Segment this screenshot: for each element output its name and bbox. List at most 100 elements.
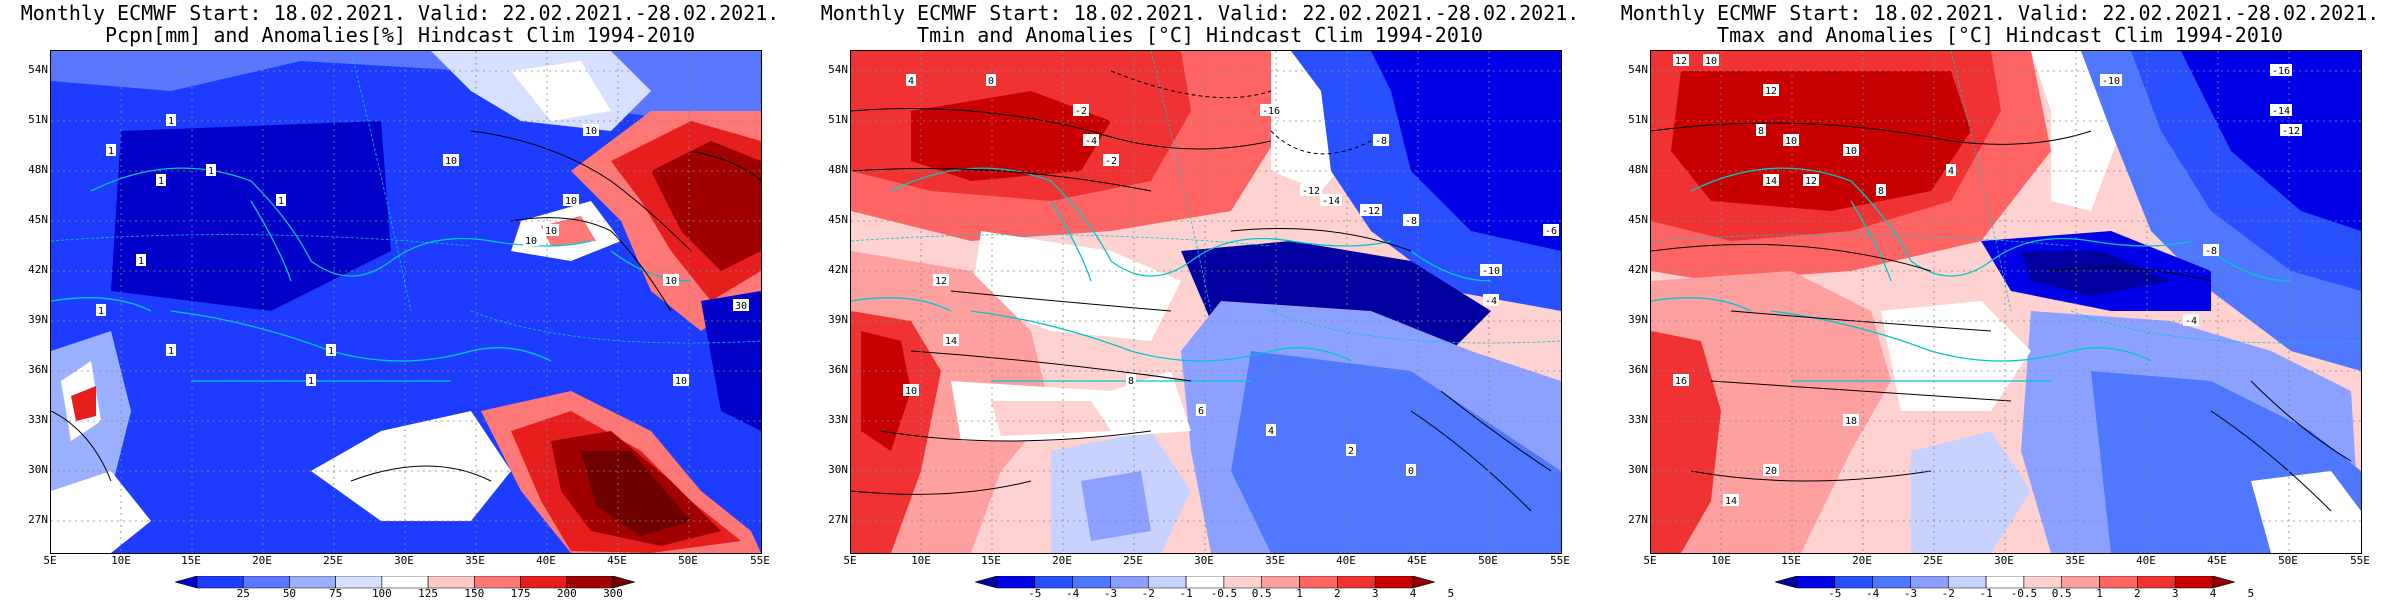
contour-value-label: 1 [208, 166, 214, 177]
contour-label-box [1373, 134, 1389, 146]
contour-label-box [1673, 374, 1689, 386]
contour-label-box [306, 374, 316, 386]
contour-value-label: 6 [1198, 406, 1204, 417]
latitude-tick-label: 54N [828, 63, 848, 76]
contour-label-box [733, 299, 749, 311]
contour-label-box [106, 144, 116, 156]
longitude-tick-label: 15E [181, 554, 201, 567]
colorbar-swatch [2099, 576, 2138, 589]
colorbar-tick-label: -0.5 [1210, 587, 1238, 600]
latitude-tick-label: 30N [828, 463, 848, 476]
colorbar-swatch [175, 576, 198, 589]
precipitation-map-panel: Monthly ECMWF Start: 18.02.2021. Valid: … [0, 0, 800, 600]
contour-label-box [663, 274, 679, 286]
colorbar-tick-label: 4 [2209, 587, 2217, 600]
contour-value-label: 10 [665, 276, 677, 287]
latitude-tick-label: 45N [28, 213, 48, 226]
latitude-tick-label: 51N [1628, 113, 1648, 126]
map-title-line1: Monthly ECMWF Start: 18.02.2021. Valid: … [20, 1, 780, 25]
contour-value-label: -4 [1485, 296, 1497, 307]
contour-label-box [1843, 144, 1859, 156]
colorbar-tick-label: -5 [1828, 587, 1842, 600]
colorbar-tick-label: 3 [1371, 587, 1379, 600]
latitude-tick-label: 54N [1628, 63, 1648, 76]
contour-value-label: 20 [1765, 466, 1777, 477]
colorbar-tick-label: 1 [2096, 587, 2103, 600]
colorbar-tick-label: -3 [1103, 587, 1118, 600]
tmin-colorbar [975, 576, 1435, 598]
contour-label-box [1703, 54, 1719, 66]
contour-label-box [2100, 74, 2122, 86]
map-title-line2: Tmax and Anomalies [°C] Hindcast Clim 19… [1717, 23, 2283, 47]
contour-value-label: 1 [168, 116, 174, 127]
contour-value-label: -4 [2185, 316, 2197, 327]
precipitation-map: 1 1 1 1 1 1 1 1 1 1 10 10 10 10 10 10 30 10 [50, 50, 762, 554]
longitude-tick-label: 15E [1781, 554, 1801, 567]
tmin-map-panel: Monthly ECMWF Start: 18.02.2021. Valid: … [800, 0, 1600, 600]
contour-value-label: 12 [1765, 86, 1777, 97]
longitude-tick-label: 30E [1994, 554, 2014, 567]
contour-value-label: -16 [2272, 66, 2290, 77]
contour-label-box [1403, 214, 1419, 226]
contour-label-box [1266, 424, 1276, 436]
longitude-tick-label: 20E [1052, 554, 1072, 567]
contour-value-label: 1 [168, 346, 174, 357]
longitude-tick-label: 50E [678, 554, 698, 567]
contour-label-box [1360, 204, 1382, 216]
longitude-tick-label: 50E [2278, 554, 2298, 567]
colorbar-swatch [2137, 576, 2176, 589]
latitude-tick-label: 42N [1628, 263, 1648, 276]
contour-label-box [1260, 104, 1282, 116]
contour-value-label: 10 [1785, 136, 1797, 147]
contour-value-label: -2 [1105, 156, 1117, 167]
contour-label-box [276, 194, 286, 206]
latitude-tick-label: 48N [28, 163, 48, 176]
contour-value-label: 30 [735, 301, 747, 312]
map-title-line1: Monthly ECMWF Start: 18.02.2021. Valid: … [820, 1, 1580, 25]
longitude-tick-label: 25E [323, 554, 343, 567]
contour-label-box [583, 124, 599, 136]
contour-label-box [673, 374, 689, 386]
colorbar-tick-label: -1 [1979, 587, 1993, 600]
longitude-tick-label: 5E [1643, 554, 1657, 567]
contour-value-label: 8 [1758, 126, 1764, 137]
contour-value-label: 14 [1765, 176, 1777, 187]
contour-value-label: 0 [1408, 466, 1414, 477]
contour-label-box [1723, 494, 1739, 506]
longitude-tick-label: 5E [843, 554, 857, 567]
contour-value-label: 10 [675, 376, 687, 387]
contour-label-box [1783, 134, 1799, 146]
latitude-tick-label: 39N [1628, 313, 1648, 326]
longitude-tick-label: 40E [536, 554, 556, 567]
contour-label-box [903, 384, 919, 396]
contour-label-box [1073, 104, 1089, 116]
latitude-tick-label: 51N [828, 113, 848, 126]
colorbar-swatch [1374, 576, 1414, 589]
longitude-tick-label: 20E [1852, 554, 1872, 567]
longitude-tick-label: 10E [1711, 554, 1731, 567]
longitude-tick-label: 10E [911, 554, 931, 567]
contour-label-box [1763, 174, 1779, 186]
contour-value-label: 8 [1878, 186, 1884, 197]
contour-value-label: 12 [1805, 176, 1817, 187]
contour-label-box [96, 304, 106, 316]
contour-value-label: 10 [545, 226, 557, 237]
colorbar-tick-label: -2 [1141, 587, 1155, 600]
contour-label-box [1946, 164, 1956, 176]
contour-value-label: 1 [158, 176, 164, 187]
colorbar-tick-label: 125 [418, 587, 439, 600]
contour-label-box [2183, 314, 2199, 326]
contour-value-label: 4 [1948, 166, 1954, 177]
longitude-tick-label: 35E [2065, 554, 2085, 567]
contour-label-box [2280, 124, 2302, 136]
latitude-tick-label: 39N [828, 313, 848, 326]
colorbar-tick-label: 0.5 [2051, 587, 2072, 600]
colorbar-swatch [1775, 576, 1798, 589]
latitude-tick-label: 48N [828, 163, 848, 176]
colorbar-tick-label: 3 [2171, 587, 2179, 600]
contour-value-label: -6 [1545, 226, 1557, 237]
longitude-tick-label: 55E [750, 554, 770, 567]
latitude-tick-label: 27N [828, 513, 848, 526]
contour-label-box [1673, 54, 1689, 66]
contour-value-label: -14 [1322, 196, 1340, 207]
